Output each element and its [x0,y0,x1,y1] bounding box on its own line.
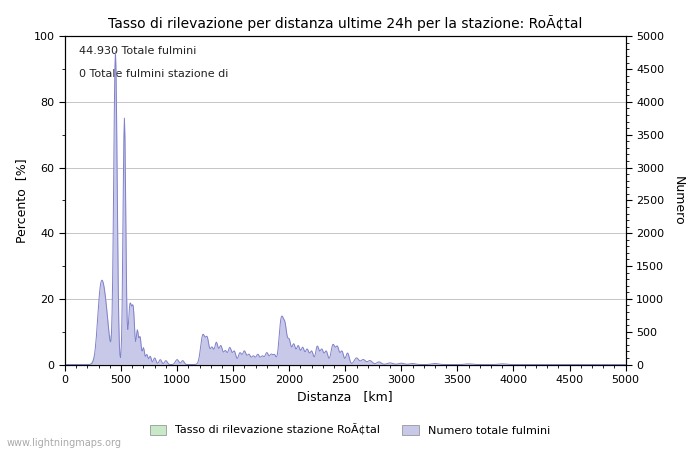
Text: 44.930 Totale fulmini: 44.930 Totale fulmini [79,46,197,56]
Text: 0 Totale fulmini stazione di: 0 Totale fulmini stazione di [79,69,228,79]
X-axis label: Distanza   [km]: Distanza [km] [298,391,393,404]
Y-axis label: Percento  [%]: Percento [%] [15,158,28,243]
Y-axis label: Numero: Numero [672,176,685,225]
Title: Tasso di rilevazione per distanza ultime 24h per la stazione: RoÃ¢tal: Tasso di rilevazione per distanza ultime… [108,15,582,31]
Legend: Tasso di rilevazione stazione RoÃ¢tal, Numero totale fulmini: Tasso di rilevazione stazione RoÃ¢tal, N… [146,419,554,440]
Text: www.lightningmaps.org: www.lightningmaps.org [7,438,122,448]
